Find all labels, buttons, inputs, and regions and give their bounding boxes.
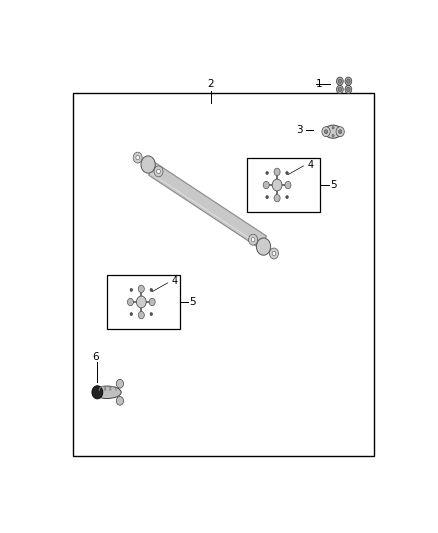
Circle shape [339, 130, 342, 134]
Circle shape [150, 312, 152, 316]
Circle shape [150, 288, 152, 292]
Circle shape [285, 181, 291, 189]
Circle shape [338, 79, 342, 83]
Circle shape [272, 252, 276, 256]
Text: 4: 4 [307, 159, 314, 169]
Text: 5: 5 [189, 297, 195, 307]
Circle shape [117, 379, 124, 388]
Text: 4: 4 [172, 277, 178, 286]
Circle shape [325, 130, 328, 134]
Circle shape [127, 298, 134, 305]
Circle shape [136, 296, 146, 308]
Circle shape [286, 196, 288, 199]
Ellipse shape [325, 125, 342, 138]
Circle shape [130, 288, 133, 292]
Text: 5: 5 [330, 180, 336, 190]
Circle shape [263, 181, 269, 189]
Circle shape [266, 196, 268, 199]
Circle shape [346, 79, 350, 83]
Circle shape [336, 85, 343, 93]
Circle shape [133, 152, 142, 163]
Text: 3: 3 [296, 125, 303, 135]
Circle shape [286, 172, 288, 174]
Circle shape [338, 87, 342, 92]
Bar [247, 158, 319, 212]
Circle shape [345, 77, 352, 85]
Text: 1: 1 [316, 79, 323, 88]
Circle shape [269, 248, 279, 259]
Circle shape [332, 126, 334, 129]
Circle shape [346, 87, 350, 92]
Circle shape [249, 235, 258, 245]
Circle shape [336, 77, 343, 85]
Circle shape [138, 311, 145, 319]
Circle shape [92, 386, 103, 399]
Circle shape [141, 156, 155, 173]
Circle shape [117, 397, 124, 405]
Circle shape [251, 238, 255, 242]
Circle shape [256, 238, 271, 255]
Polygon shape [148, 162, 266, 249]
Circle shape [274, 195, 280, 202]
Circle shape [266, 172, 268, 174]
Circle shape [336, 127, 344, 136]
Circle shape [136, 156, 139, 160]
Circle shape [345, 85, 352, 93]
Circle shape [149, 298, 155, 305]
Circle shape [154, 166, 163, 177]
Circle shape [274, 168, 280, 175]
Bar [74, 93, 374, 456]
Circle shape [332, 134, 334, 137]
Circle shape [322, 127, 330, 136]
Circle shape [130, 312, 133, 316]
Ellipse shape [93, 386, 121, 399]
Circle shape [157, 169, 160, 174]
Text: 2: 2 [208, 79, 214, 88]
Text: 6: 6 [92, 352, 99, 362]
Circle shape [272, 179, 282, 191]
Bar [107, 276, 180, 329]
Circle shape [138, 285, 145, 293]
